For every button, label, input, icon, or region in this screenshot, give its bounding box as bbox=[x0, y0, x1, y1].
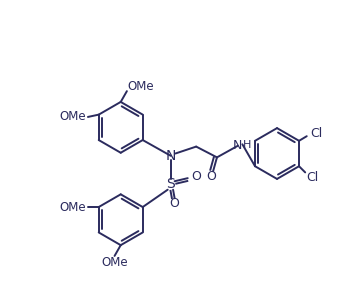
Text: O: O bbox=[192, 170, 201, 183]
Text: OMe: OMe bbox=[127, 80, 153, 93]
Text: N: N bbox=[166, 149, 176, 163]
Text: O: O bbox=[206, 170, 216, 183]
Text: N: N bbox=[233, 139, 243, 152]
Text: H: H bbox=[243, 140, 252, 150]
Text: Cl: Cl bbox=[310, 126, 322, 140]
Text: OMe: OMe bbox=[60, 110, 86, 123]
Text: OMe: OMe bbox=[101, 256, 128, 269]
Text: OMe: OMe bbox=[60, 201, 86, 213]
Text: S: S bbox=[166, 177, 175, 191]
Text: Cl: Cl bbox=[307, 171, 319, 184]
Text: O: O bbox=[169, 197, 179, 210]
